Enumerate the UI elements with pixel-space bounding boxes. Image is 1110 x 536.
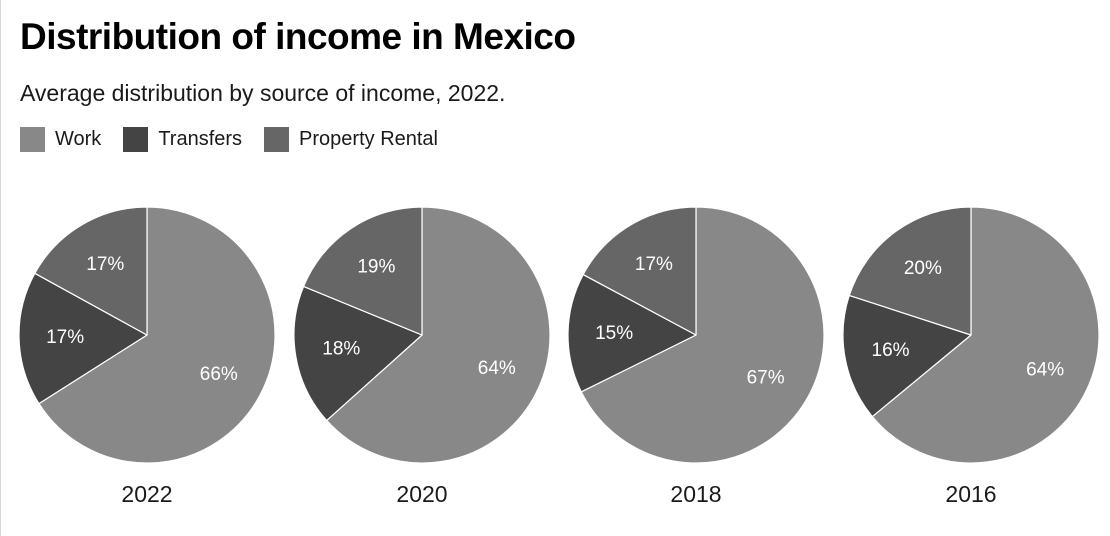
legend-label-property-rental: Property Rental: [299, 128, 439, 150]
slice-work-2016: [871, 206, 1100, 464]
legend-swatch-transfers: [123, 127, 149, 152]
slice-work-2022: [38, 206, 276, 464]
legend-label-transfers: Transfers: [158, 128, 243, 150]
chart-subtitle: Average distribution by source of income…: [20, 80, 506, 106]
chart-title: Distribution of income in Mexico: [20, 16, 576, 57]
slice-property-rental-2022: [34, 206, 148, 336]
data-label-transfers-2020: 18%: [322, 338, 360, 359]
slice-transfers-2016: [842, 294, 972, 418]
legend-label-work: Work: [55, 128, 102, 150]
slice-property-rental-2020: [302, 206, 423, 336]
slice-work-2018: [580, 206, 825, 464]
year-label-2020: 2020: [396, 481, 447, 507]
data-label-property-rental-2016: 20%: [904, 258, 942, 279]
slice-work-2020: [326, 206, 551, 464]
legend: Work Transfers Property Rental: [20, 127, 460, 152]
slice-transfers-2018: [567, 273, 697, 393]
legend-item-transfers: Transfers: [123, 127, 242, 152]
slice-property-rental-2018: [582, 206, 697, 336]
year-label-2016: 2016: [945, 481, 996, 507]
slice-transfers-2022: [18, 272, 148, 405]
pie-2020: 64% 18% 19% 2020: [293, 206, 551, 507]
data-label-work-2018: 67%: [747, 368, 785, 389]
data-label-transfers-2018: 15%: [595, 323, 633, 344]
pie-2016: 64% 16% 20% 2016: [842, 206, 1100, 507]
data-label-transfers-2022: 17%: [46, 327, 84, 348]
legend-item-work: Work: [20, 127, 101, 152]
pie-2022: 66% 17% 17% 2022: [18, 206, 276, 507]
data-label-transfers-2016: 16%: [872, 340, 910, 361]
legend-swatch-property-rental: [264, 127, 290, 152]
data-label-property-rental-2022: 17%: [86, 254, 124, 275]
legend-item-property-rental: Property Rental: [264, 127, 438, 152]
data-label-work-2022: 66%: [200, 364, 238, 385]
data-label-property-rental-2018: 17%: [635, 254, 673, 275]
pie-2018: 67% 15% 17% 2018: [567, 206, 825, 507]
legend-swatch-work: [20, 127, 45, 152]
data-label-work-2020: 64%: [478, 358, 516, 379]
data-label-work-2016: 64%: [1026, 359, 1064, 380]
slice-transfers-2020: [293, 285, 423, 422]
data-label-property-rental-2020: 19%: [357, 256, 395, 277]
left-border: [0, 0, 1, 536]
slice-property-rental-2016: [848, 206, 972, 336]
year-label-2018: 2018: [670, 481, 721, 507]
year-label-2022: 2022: [121, 481, 172, 507]
